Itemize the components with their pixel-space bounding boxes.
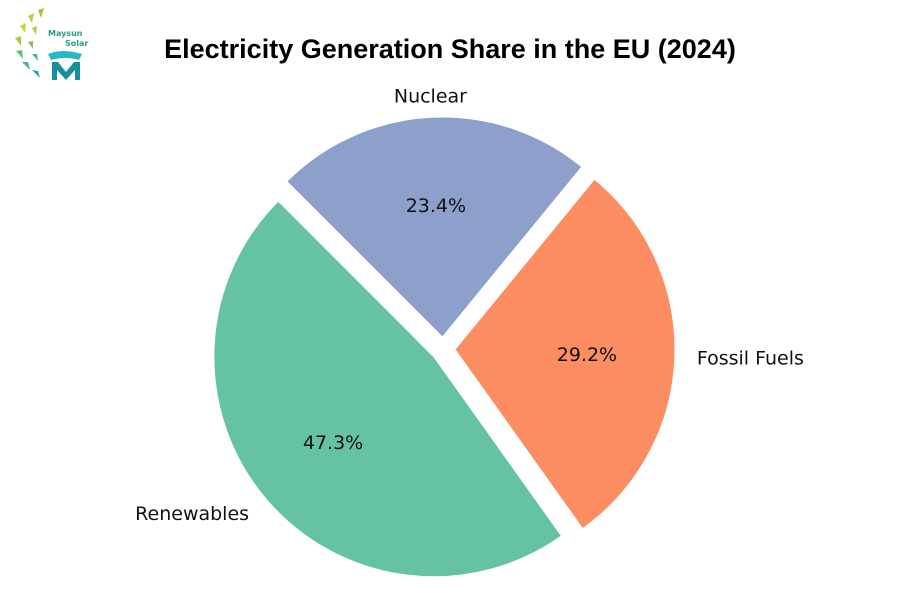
percentage-label: 47.3% bbox=[303, 432, 363, 454]
category-label: Renewables bbox=[135, 503, 249, 525]
svg-text:Maysun: Maysun bbox=[48, 29, 83, 38]
pie-slice-fossil-fuels bbox=[454, 178, 676, 530]
percentage-label: 23.4% bbox=[406, 195, 466, 217]
svg-text:Solar: Solar bbox=[65, 39, 88, 48]
chart-title: Electricity Generation Share in the EU (… bbox=[164, 34, 736, 64]
category-label: Fossil Fuels bbox=[697, 348, 804, 370]
pie-slice-renewables bbox=[213, 200, 563, 578]
percentage-label: 29.2% bbox=[557, 344, 617, 366]
maysun-solar-logo: Maysun Solar bbox=[15, 8, 88, 80]
pie-slice-nuclear bbox=[286, 116, 583, 338]
category-label: Nuclear bbox=[394, 85, 467, 107]
